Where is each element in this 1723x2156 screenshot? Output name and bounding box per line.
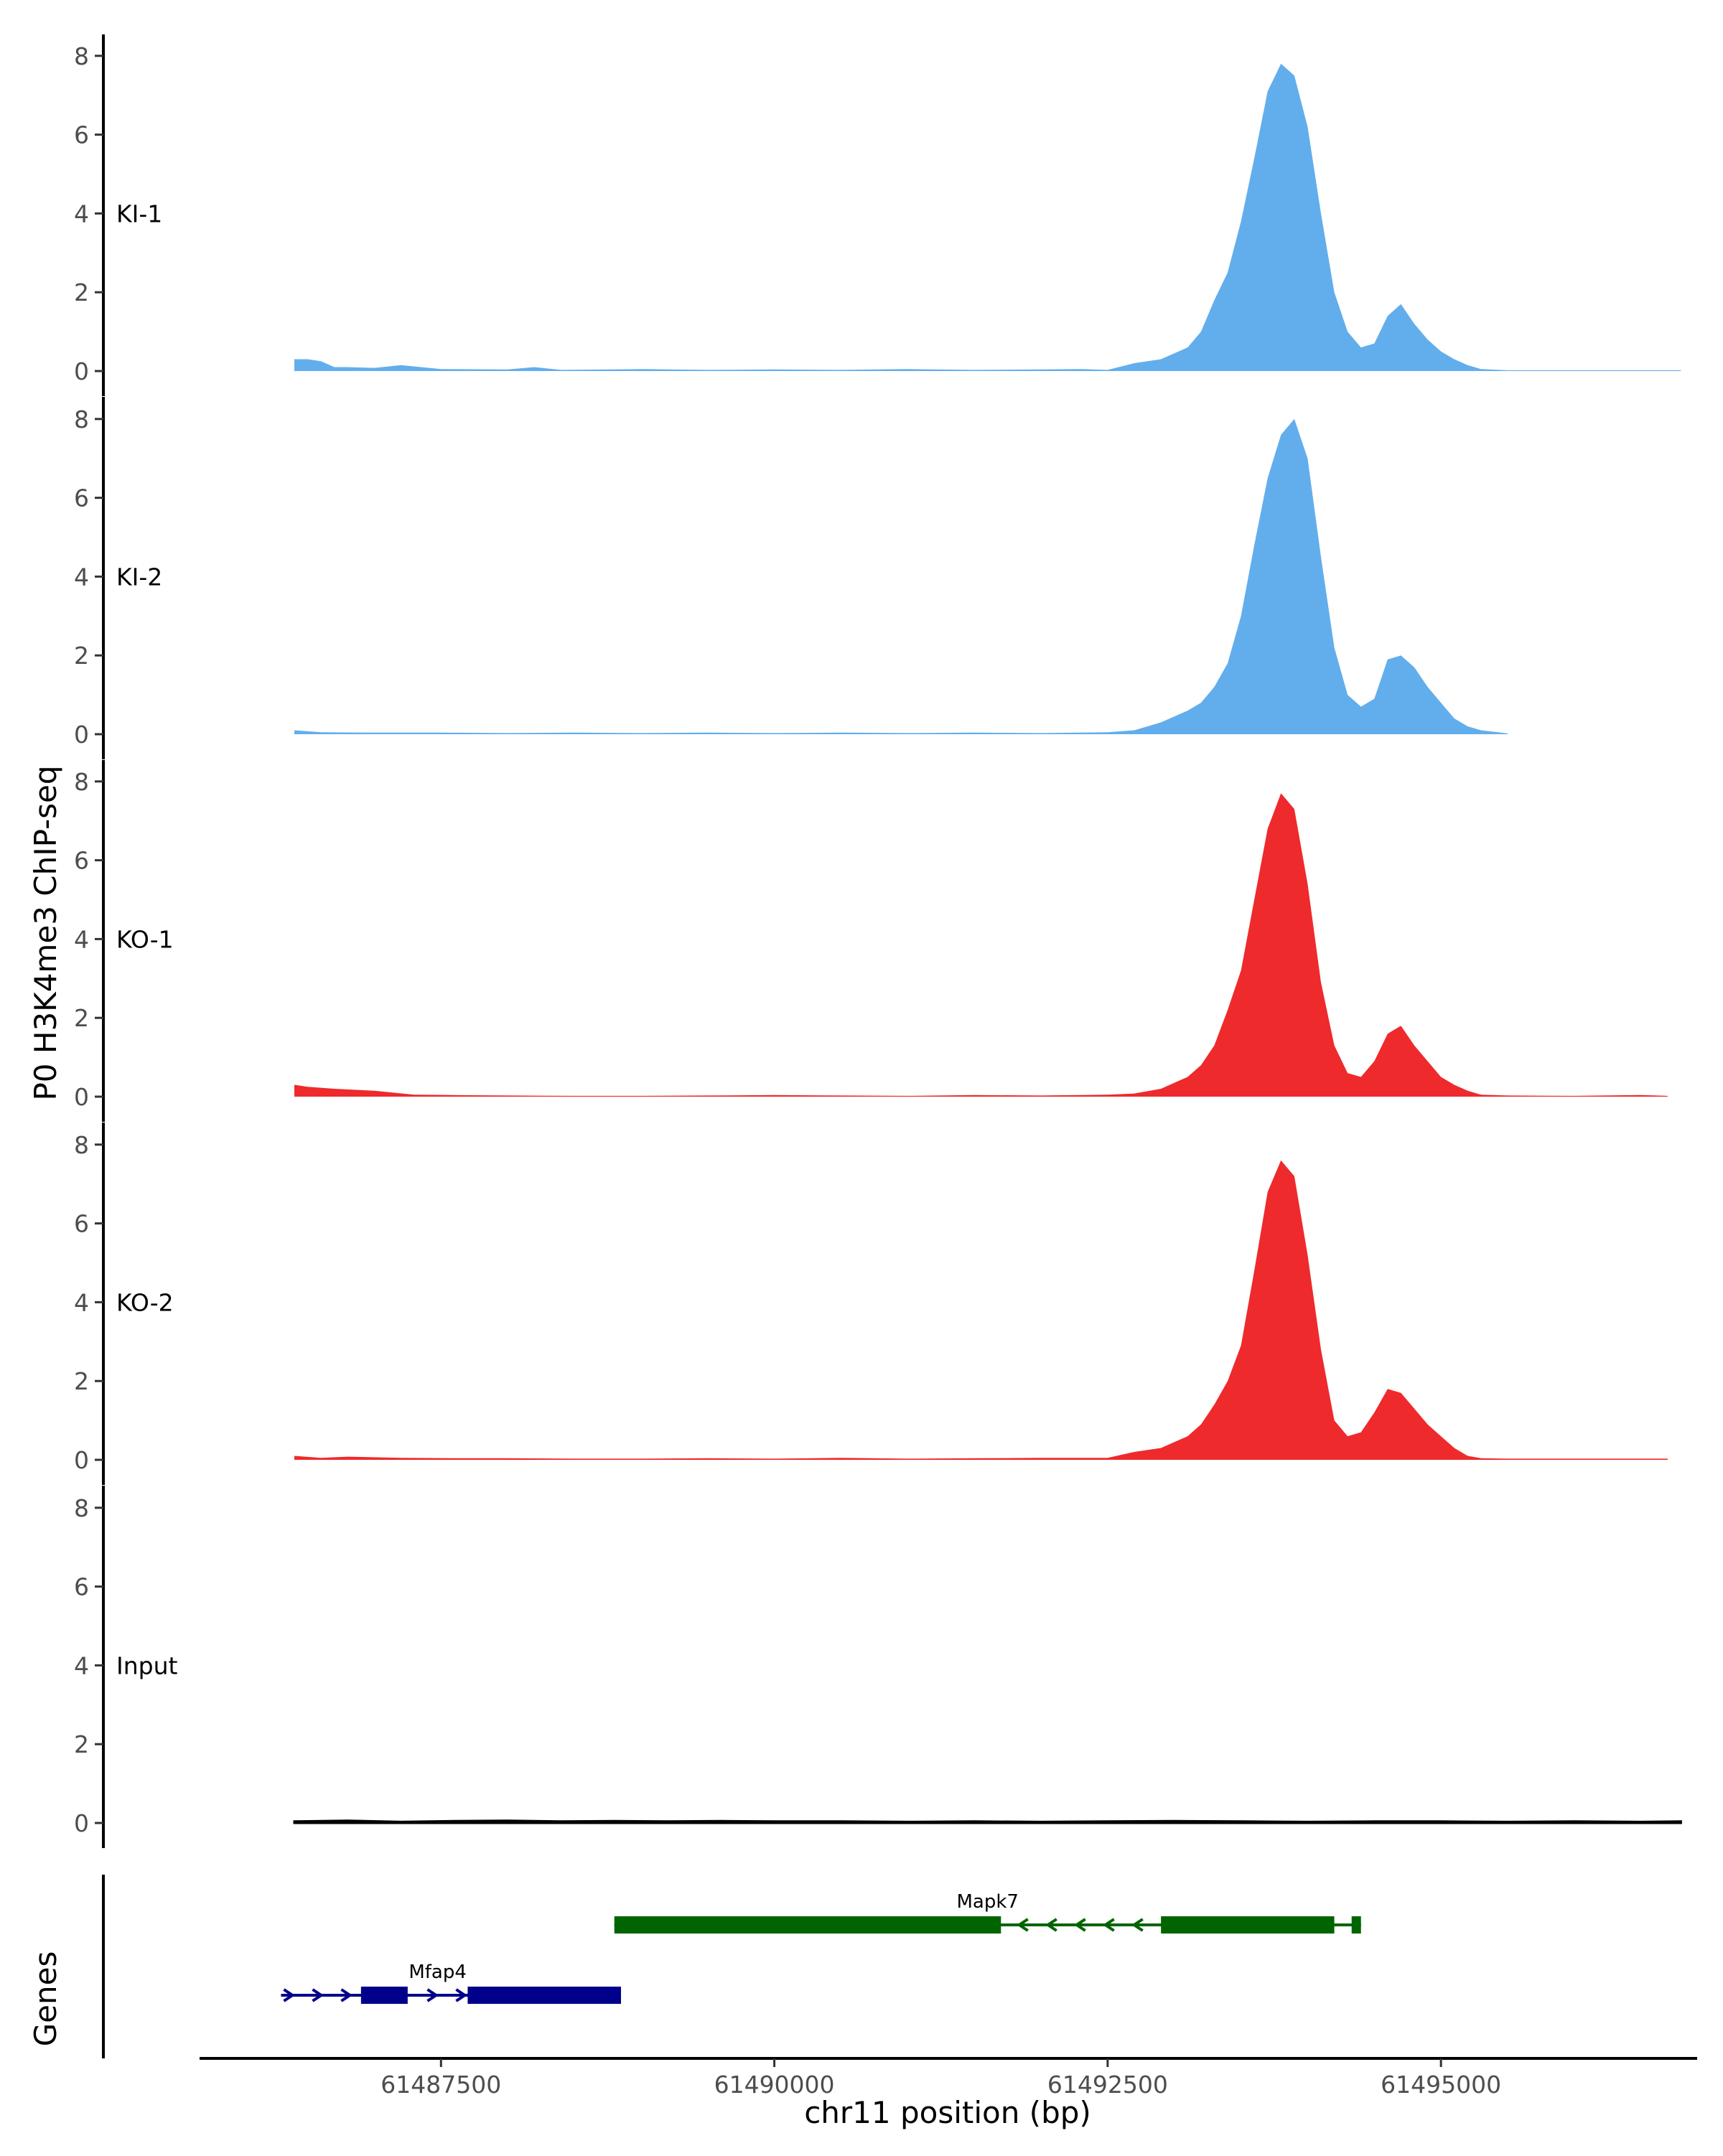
y-tick-label: 6	[74, 1573, 89, 1601]
y-tick-label: 0	[74, 357, 89, 385]
y-tick-label: 6	[74, 847, 89, 875]
y-tick-label: 8	[74, 1494, 89, 1522]
gene-mapk7: Mapk7	[614, 1891, 1361, 1934]
track-ki-2: 0 2 4 6 8 KI-2	[74, 397, 1508, 759]
gene-label: Mapk7	[956, 1891, 1018, 1913]
y-tick-label: 0	[74, 1809, 89, 1837]
track-label: Input	[116, 1651, 178, 1679]
track-label: KI-2	[116, 563, 162, 591]
y-tick-label: 4	[74, 200, 89, 228]
y-tick-label: 8	[74, 768, 89, 796]
y-tick-label: 2	[74, 1367, 89, 1395]
track-ko-2: 0 2 4 6 8 KO-2	[74, 1122, 1668, 1485]
y-tick-label: 6	[74, 121, 89, 149]
y-tick-label: 6	[74, 484, 89, 512]
track-ko-1: 0 2 4 6 8 KO-1	[74, 760, 1668, 1122]
strand-chevron	[340, 1988, 353, 2002]
strand-chevron	[283, 1988, 296, 2002]
gene-track: Mapk7 Mfap4	[102, 1875, 1361, 2058]
y-tick-label: 0	[74, 1083, 89, 1111]
strand-chevron	[1131, 1918, 1144, 1932]
track-ki-1: 0 2 4 6 8 KI-1	[74, 34, 1681, 396]
strand-chevron	[426, 1988, 439, 2002]
genes-axis-title: Genes	[28, 1951, 63, 2047]
signal-area	[294, 63, 1681, 372]
track-label: KI-1	[116, 200, 162, 228]
y-tick-label: 8	[74, 1131, 89, 1159]
gene-exon	[614, 1916, 1001, 1934]
y-tick-label: 2	[74, 1730, 89, 1758]
strand-chevron	[455, 1988, 468, 2002]
signal-area	[294, 1160, 1668, 1460]
y-tick-label: 4	[74, 1651, 89, 1679]
y-tick-label: 2	[74, 278, 89, 306]
strand-chevron	[1074, 1918, 1086, 1932]
gene-exon	[1351, 1916, 1361, 1934]
gene-label: Mfap4	[408, 1962, 467, 1983]
y-tick-label: 4	[74, 925, 89, 953]
strand-chevron	[1017, 1918, 1029, 1932]
y-tick-label: 2	[74, 1004, 89, 1032]
signal-area	[294, 418, 1508, 734]
strand-chevron	[312, 1988, 324, 2002]
y-tick-label: 4	[74, 1288, 89, 1316]
x-tick-label: 61492500	[1047, 2071, 1168, 2099]
y-tick-label: 8	[74, 406, 89, 433]
strand-chevron	[1103, 1918, 1115, 1932]
y-axis-title: P0 H3K4me3 ChIP-seq	[28, 765, 63, 1100]
track-label: KO-1	[116, 925, 174, 953]
signal-tracks: 0 2 4 6 8 KI-1 0 2 4 6 8 KI-2 0 2 4 6 8 KO-1 0 2 4 6 8 KO-2 0 2 4 6…	[74, 34, 1682, 1848]
x-tick-label: 61495000	[1381, 2071, 1501, 2099]
gene-exon	[467, 1987, 621, 2004]
signal-area	[293, 1819, 1682, 1824]
y-tick-label: 2	[74, 642, 89, 670]
y-tick-label: 4	[74, 563, 89, 591]
gene-exon	[360, 1987, 408, 2004]
strand-chevron	[1045, 1918, 1057, 1932]
track-label: KO-2	[116, 1288, 174, 1316]
y-tick-label: 0	[74, 1446, 89, 1474]
gene-mfap4: Mfap4	[281, 1962, 621, 2004]
y-tick-label: 0	[74, 721, 89, 749]
x-tick-label: 61490000	[714, 2071, 835, 2099]
x-tick-label: 61487500	[380, 2071, 501, 2099]
y-tick-label: 8	[74, 42, 89, 70]
y-tick-label: 6	[74, 1210, 89, 1238]
track-input: 0 2 4 6 8 Input	[74, 1486, 1682, 1848]
signal-area	[294, 793, 1668, 1097]
x-axis-title: chr11 position (bp)	[804, 2095, 1091, 2130]
x-axis: 61487500 61490000 61492500 61495000	[200, 2057, 1697, 2099]
gene-exon	[1161, 1916, 1335, 1934]
